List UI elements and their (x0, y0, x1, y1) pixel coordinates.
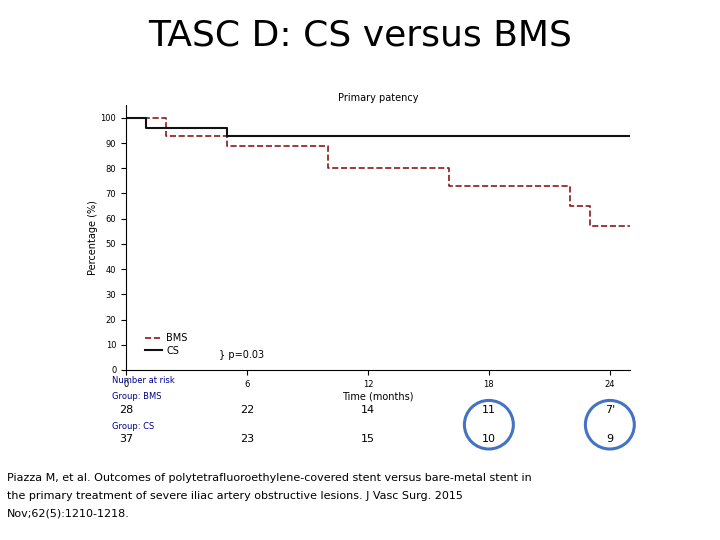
Text: Group: CS: Group: CS (112, 422, 154, 431)
Title: Primary patency: Primary patency (338, 93, 418, 103)
Text: Number at risk: Number at risk (112, 376, 174, 385)
X-axis label: Time (months): Time (months) (342, 392, 414, 401)
Text: 37: 37 (119, 434, 133, 444)
Text: 15: 15 (361, 434, 375, 444)
Text: 11: 11 (482, 406, 496, 415)
Text: 28: 28 (119, 406, 133, 415)
Text: } p=0.03: } p=0.03 (219, 350, 264, 360)
Text: the primary treatment of severe iliac artery obstructive lesions. J Vasc Surg. 2: the primary treatment of severe iliac ar… (7, 491, 463, 501)
Text: Group: BMS: Group: BMS (112, 393, 161, 401)
Text: TASC D: CS versus BMS: TASC D: CS versus BMS (148, 19, 572, 53)
Text: 9: 9 (606, 434, 613, 444)
Legend: BMS, CS: BMS, CS (141, 329, 192, 360)
Text: Nov;62(5):1210-1218.: Nov;62(5):1210-1218. (7, 508, 130, 518)
Text: 10: 10 (482, 434, 496, 444)
Text: 22: 22 (240, 406, 254, 415)
Text: 23: 23 (240, 434, 254, 444)
Y-axis label: Percentage (%): Percentage (%) (88, 200, 98, 275)
Text: Piazza M, et al. Outcomes of polytetrafluoroethylene-covered stent versus bare-m: Piazza M, et al. Outcomes of polytetrafl… (7, 473, 532, 483)
Text: 14: 14 (361, 406, 375, 415)
Text: 7': 7' (605, 406, 615, 415)
